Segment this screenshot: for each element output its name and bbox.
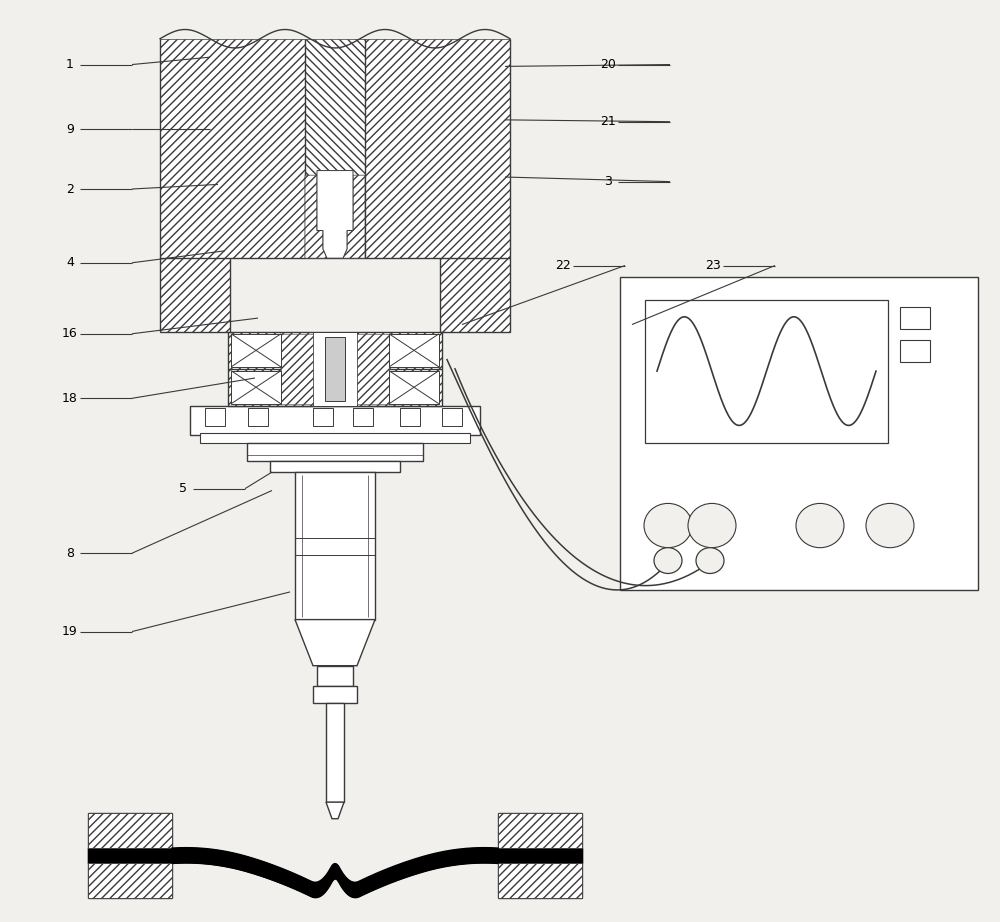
Bar (325, 337, 345, 401)
Text: 18: 18 (62, 392, 78, 405)
Bar (248, 408, 268, 426)
Bar (326, 703, 344, 802)
Bar (353, 408, 373, 426)
Polygon shape (228, 369, 442, 406)
Circle shape (696, 548, 724, 573)
Bar (205, 408, 225, 426)
Polygon shape (281, 334, 313, 404)
Bar (247, 443, 423, 461)
Bar (231, 334, 281, 367)
Text: 9: 9 (66, 123, 74, 136)
Polygon shape (498, 863, 582, 898)
Bar (900, 307, 930, 329)
Bar (442, 408, 462, 426)
Bar (389, 371, 439, 404)
Text: 8: 8 (66, 547, 74, 560)
Bar (190, 406, 480, 435)
Text: 5: 5 (179, 482, 187, 495)
Polygon shape (160, 39, 305, 258)
Polygon shape (326, 802, 344, 819)
Bar (620, 277, 978, 590)
Bar (295, 472, 375, 620)
Polygon shape (305, 175, 327, 258)
Text: 3: 3 (604, 175, 612, 188)
Circle shape (866, 503, 914, 548)
Text: 20: 20 (600, 58, 616, 71)
Circle shape (688, 503, 736, 548)
Bar (317, 666, 353, 686)
Bar (270, 461, 400, 472)
Polygon shape (88, 863, 172, 898)
Text: 22: 22 (555, 259, 571, 272)
Polygon shape (343, 175, 365, 258)
Text: 21: 21 (600, 115, 616, 128)
Polygon shape (228, 332, 442, 369)
Text: 23: 23 (705, 259, 721, 272)
Text: 2: 2 (66, 183, 74, 195)
Polygon shape (317, 171, 353, 258)
Text: 4: 4 (66, 256, 74, 269)
Bar (231, 371, 281, 404)
Bar (313, 686, 357, 703)
Text: 1: 1 (66, 58, 74, 71)
Text: 19: 19 (62, 625, 78, 638)
Bar (389, 334, 439, 367)
Circle shape (796, 503, 844, 548)
Bar (313, 408, 333, 426)
Polygon shape (88, 813, 172, 848)
Polygon shape (365, 39, 510, 258)
Circle shape (644, 503, 692, 548)
Bar (900, 340, 930, 362)
Polygon shape (305, 39, 365, 258)
Polygon shape (440, 258, 510, 332)
Polygon shape (295, 620, 375, 666)
Bar (645, 300, 888, 443)
Text: 16: 16 (62, 327, 78, 340)
Polygon shape (498, 813, 582, 848)
Polygon shape (160, 258, 230, 332)
Bar (200, 433, 470, 443)
Polygon shape (357, 334, 389, 404)
Bar (313, 332, 357, 406)
Bar (400, 408, 420, 426)
Circle shape (654, 548, 682, 573)
